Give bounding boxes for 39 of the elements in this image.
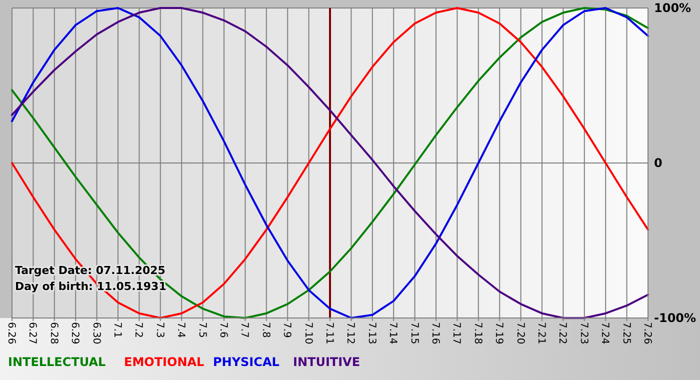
- x-tick-label: 7.21: [536, 322, 546, 344]
- text: INTUITIVE: [293, 355, 360, 369]
- x-tick-label: 7.16: [430, 322, 440, 344]
- x-tick-label: 7.6: [218, 322, 228, 338]
- x-tick-label: 7.5: [196, 322, 208, 338]
- y-tick-label: 0: [654, 156, 662, 170]
- x-tick-label: 7.3: [154, 322, 165, 338]
- x-tick-label: 7.13: [366, 322, 377, 344]
- x-tick-label: 6.30: [90, 322, 102, 344]
- x-tick-label: 7.17: [450, 322, 462, 344]
- x-tick-label: 7.4: [175, 322, 186, 338]
- x-tick-label: 7.9: [281, 322, 292, 338]
- x-tick-label: 7.19: [493, 322, 504, 344]
- x-tick-label: 7.23: [578, 322, 589, 344]
- x-tick-label: 7.1: [112, 322, 122, 338]
- x-tick-label: 7.2: [132, 322, 144, 338]
- x-tick-label: 6.28: [48, 322, 59, 344]
- x-tick-label: 6.27: [26, 322, 38, 344]
- text: PHYSICAL: [213, 355, 280, 369]
- x-tick-label: 7.14: [387, 322, 398, 344]
- line-series: [11, 7, 649, 319]
- x-tick-label: 7.7: [238, 322, 250, 338]
- x-tick-label: 7.25: [620, 322, 632, 344]
- text: INTELLECTUAL: [8, 355, 106, 369]
- x-tick-label: 7.22: [556, 322, 568, 344]
- x-tick-label: 7.12: [344, 322, 356, 344]
- x-tick-label: 7.18: [472, 322, 483, 344]
- x-tick-label: 7.26: [642, 322, 652, 344]
- x-tick-label: 6.29: [69, 322, 80, 344]
- x-tick-label: 7.15: [408, 322, 420, 344]
- x-tick-label: 7.10: [302, 322, 314, 344]
- y-tick-label: 100%: [654, 1, 692, 16]
- x-tick-label: 7.11: [324, 322, 334, 344]
- x-tick-label: 7.20: [514, 322, 526, 344]
- y-tick-label: -100%: [654, 311, 696, 326]
- x-tick-label: 6.26: [6, 322, 16, 344]
- x-tick-label: 7.8: [260, 322, 271, 338]
- text: EMOTIONAL: [124, 355, 205, 369]
- x-tick-label: 7.24: [599, 322, 610, 344]
